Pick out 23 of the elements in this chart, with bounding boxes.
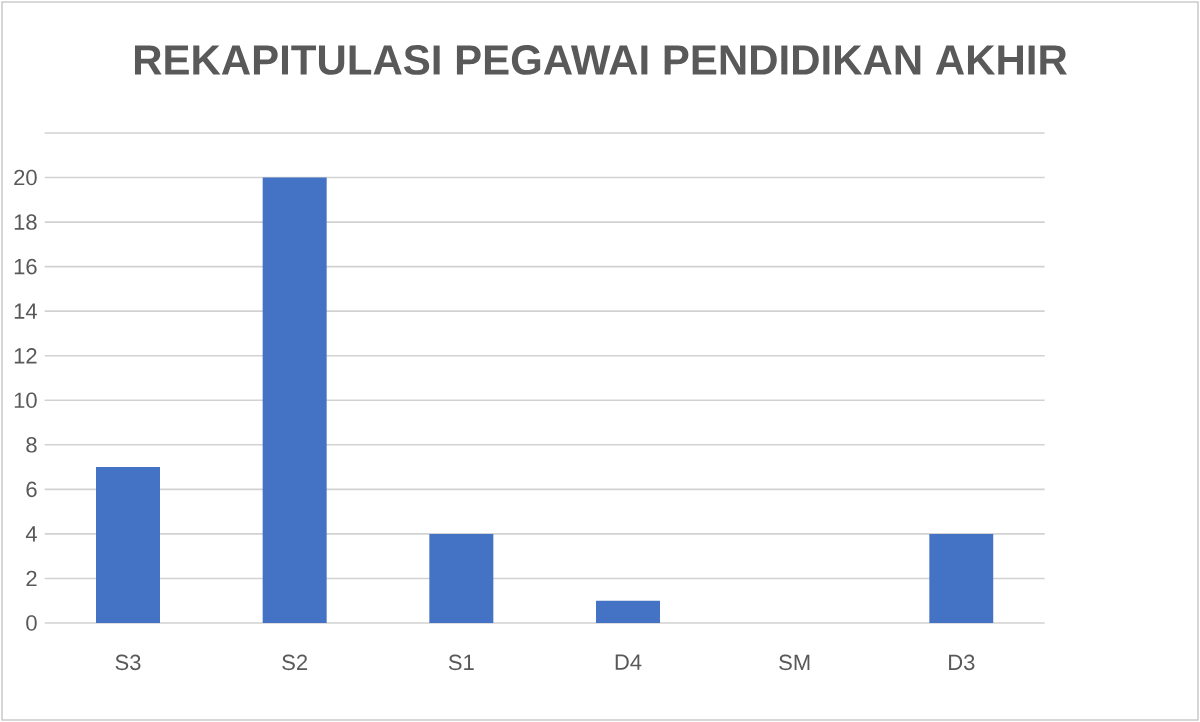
y-tick-label: 2 (26, 570, 37, 587)
x-tick-label: SM (779, 654, 810, 671)
y-tick-label: 8 (26, 437, 37, 453)
y-tick-label: 6 (26, 481, 37, 498)
y-tick-label: 4 (25, 526, 37, 542)
y-tick-label: 18 (14, 214, 37, 230)
x-tick-label: S1 (448, 654, 474, 671)
y-tick-label: 20 (14, 169, 37, 186)
bar (96, 467, 161, 623)
bar (929, 533, 994, 623)
chart-title: REKAPITULASI PEGAWAI PENDIDIKAN AKHIR (134, 45, 1067, 75)
x-tick-label: S3 (115, 654, 141, 671)
x-tick-label: S2 (282, 654, 308, 671)
bar (429, 533, 494, 623)
x-tick-label: D4 (615, 654, 642, 670)
y-tick-label: 12 (14, 348, 37, 364)
bar (596, 600, 660, 623)
y-tick-label: 0 (26, 615, 37, 631)
y-tick-label: 10 (14, 392, 37, 409)
y-tick-label: 14 (14, 303, 37, 319)
bar (262, 177, 327, 623)
y-tick-label: 16 (14, 258, 37, 275)
x-tick-label: D3 (949, 654, 975, 671)
